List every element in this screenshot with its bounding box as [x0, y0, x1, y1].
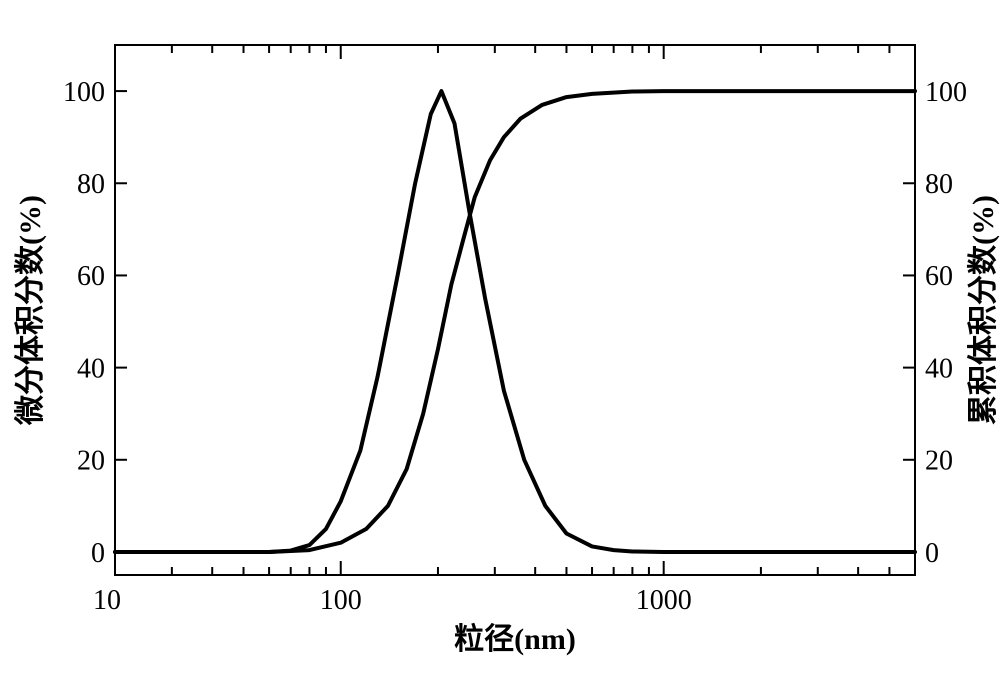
- series-cumulative: [115, 91, 915, 552]
- x-tick-label: 1000: [636, 585, 692, 616]
- y-left-tick-label: 0: [91, 538, 105, 569]
- x-tick-label-extra: 10: [93, 585, 121, 616]
- chart-svg: 100100010020406080100020406080100粒径(nm)微…: [0, 0, 1000, 689]
- y-left-tick-label: 100: [63, 77, 105, 108]
- x-axis-label: 粒径(nm): [454, 622, 576, 656]
- y-right-tick-label: 40: [925, 353, 953, 384]
- y-right-tick-label: 0: [925, 538, 939, 569]
- y-right-tick-label: 80: [925, 169, 953, 200]
- y-right-tick-label: 20: [925, 446, 953, 477]
- y-left-tick-label: 60: [77, 261, 105, 292]
- y-left-tick-label: 80: [77, 169, 105, 200]
- y-left-axis-label: 微分体积分数(%): [14, 195, 47, 426]
- y-right-tick-label: 100: [925, 77, 967, 108]
- chart-container: 100100010020406080100020406080100粒径(nm)微…: [0, 0, 1000, 689]
- series-differential: [115, 91, 915, 552]
- y-left-tick-label: 40: [77, 353, 105, 384]
- y-right-axis-label: 累积体积分数(%): [967, 195, 1000, 425]
- x-tick-label: 100: [320, 585, 362, 616]
- y-left-tick-label: 20: [77, 446, 105, 477]
- y-right-tick-label: 60: [925, 261, 953, 292]
